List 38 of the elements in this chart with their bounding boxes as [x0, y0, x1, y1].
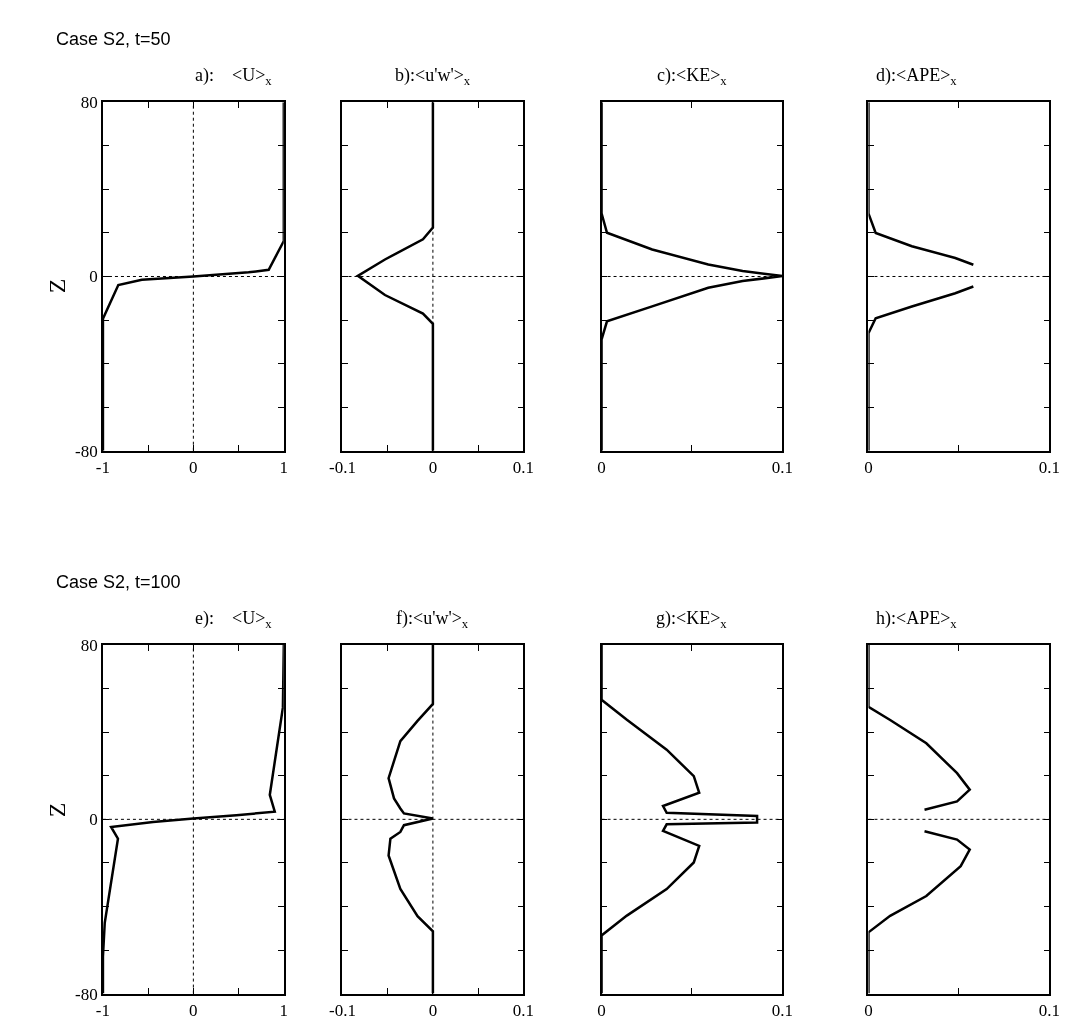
x-tick-label: 0 — [189, 457, 198, 477]
x-tick-label: 0.1 — [1038, 457, 1060, 477]
chart-title: d):<APE>$_{x}$ — [876, 65, 958, 88]
x-tick-label: 0 — [864, 457, 873, 477]
x-tick-label: 0.1 — [512, 1000, 534, 1020]
x-tick-label: 0.1 — [1038, 1000, 1060, 1020]
y-axis-title: Z — [44, 278, 71, 294]
chart-title: e): <U>$_{x}$ — [195, 608, 273, 631]
y-tick-label: 80 — [80, 93, 98, 113]
y-tick-label: -80 — [75, 441, 98, 461]
chart-title: g):<KE>$_{x}$ — [656, 608, 728, 631]
chart-title: f):<u'w'>$_{x}$ — [396, 608, 469, 631]
chart-title: c):<KE>$_{x}$ — [657, 65, 728, 88]
x-tick-label: 0 — [428, 1000, 438, 1020]
text: Case S2, t=50 — [56, 29, 171, 49]
x-tick-label: -0.1 — [329, 457, 356, 477]
x-tick-label: -0.1 — [329, 1000, 356, 1020]
x-tick-label: 0 — [864, 1000, 873, 1020]
x-tick-label: -1 — [95, 1000, 111, 1020]
x-tick-label: -1 — [95, 457, 111, 477]
x-tick-label: 1 — [279, 1000, 289, 1020]
y-tick-label: -80 — [75, 984, 98, 1004]
x-tick-label: 0 — [189, 1000, 198, 1020]
y-axis-title: Z — [44, 802, 71, 818]
x-tick-label: 0.1 — [771, 457, 794, 477]
chart-title: a): <U>$_{x}$ — [195, 65, 273, 88]
y-tick-label: 80 — [80, 636, 98, 656]
x-tick-label: 0.1 — [512, 457, 534, 477]
x-tick-label: 0 — [597, 1000, 606, 1020]
y-tick-label: 0 — [89, 810, 98, 830]
chart-title: b):<u'w'>$_{x}$ — [395, 65, 471, 88]
x-tick-label: 0 — [597, 457, 606, 477]
x-tick-label: 0 — [428, 457, 438, 477]
x-tick-label: 0.1 — [771, 1000, 794, 1020]
y-tick-label: 0 — [89, 267, 98, 287]
chart-title: h):<APE>$_{x}$ — [876, 608, 958, 631]
text: Case S2, t=100 — [56, 572, 181, 592]
x-tick-label: 1 — [279, 457, 289, 477]
